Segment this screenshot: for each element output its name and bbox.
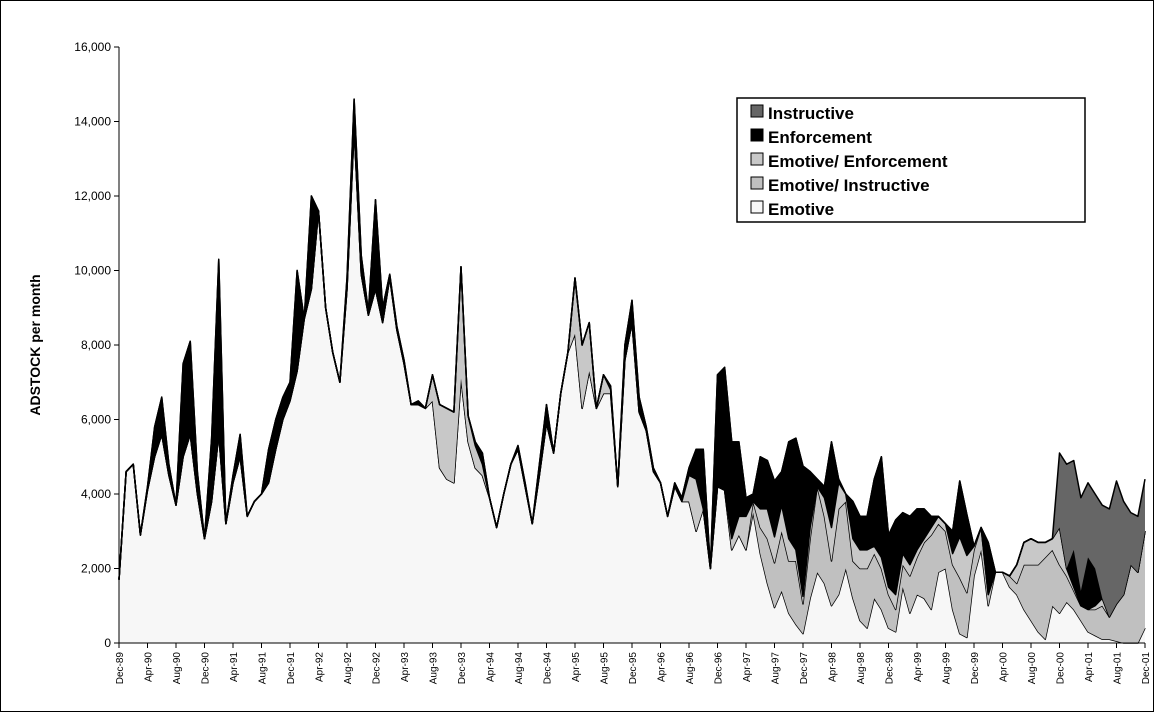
x-tick-label: Dec-95 bbox=[628, 652, 639, 685]
x-tick-label: Dec-89 bbox=[115, 652, 126, 685]
y-tick-label: 2,000 bbox=[81, 562, 111, 576]
y-tick-label: 16,000 bbox=[74, 40, 111, 54]
y-tick-label: 10,000 bbox=[74, 264, 111, 278]
y-tick-label: 0 bbox=[104, 636, 111, 650]
x-tick-label: Apr-01 bbox=[1084, 652, 1095, 682]
x-tick-label: Dec-94 bbox=[543, 652, 554, 685]
legend-label: Instructive bbox=[768, 104, 854, 123]
legend-swatch bbox=[750, 152, 764, 166]
x-tick-label: Apr-92 bbox=[315, 652, 326, 682]
x-tick-label: Aug-96 bbox=[685, 652, 696, 685]
y-axis-label: ADSTOCK per month bbox=[27, 274, 43, 415]
legend-label: Emotive/ Instructive bbox=[768, 176, 930, 195]
x-tick-label: Dec-93 bbox=[457, 652, 468, 685]
x-tick-label: Aug-91 bbox=[258, 652, 269, 685]
x-tick-label: Dec-98 bbox=[885, 652, 896, 685]
x-tick-label: Apr-91 bbox=[229, 652, 240, 682]
legend-swatch bbox=[750, 104, 764, 118]
y-tick-label: 8,000 bbox=[81, 338, 111, 352]
area bbox=[119, 128, 1145, 643]
x-tick-label: Aug-98 bbox=[856, 652, 867, 685]
x-tick-label: Aug-99 bbox=[942, 652, 953, 685]
x-tick-label: Apr-00 bbox=[999, 652, 1010, 682]
x-tick-label: Apr-96 bbox=[657, 652, 668, 682]
x-tick-label: Aug-97 bbox=[771, 652, 782, 685]
x-tick-label: Apr-98 bbox=[828, 652, 839, 682]
legend-swatch bbox=[750, 176, 764, 190]
y-tick-label: 4,000 bbox=[81, 487, 111, 501]
x-tick-label: Aug-94 bbox=[514, 652, 525, 685]
x-tick-label: Aug-92 bbox=[343, 652, 354, 685]
x-tick-label: Dec-99 bbox=[970, 652, 981, 685]
x-tick-label: Aug-93 bbox=[429, 652, 440, 685]
legend-box bbox=[736, 97, 1086, 223]
x-tick-label: Apr-90 bbox=[144, 652, 155, 682]
x-tick-label: Aug-95 bbox=[600, 652, 611, 685]
x-tick-label: Aug-00 bbox=[1027, 652, 1038, 685]
y-tick-label: 12,000 bbox=[74, 189, 111, 203]
legend-label: Emotive/ Enforcement bbox=[768, 152, 948, 171]
x-tick-label: Apr-93 bbox=[400, 652, 411, 682]
x-tick-label: Apr-94 bbox=[486, 652, 497, 682]
x-tick-label: Aug-01 bbox=[1113, 652, 1124, 685]
y-tick-label: 14,000 bbox=[74, 115, 111, 129]
x-tick-label: Apr-99 bbox=[913, 652, 924, 682]
legend-label: Emotive bbox=[768, 200, 834, 219]
x-tick-label: Apr-95 bbox=[571, 652, 582, 682]
x-tick-label: Dec-00 bbox=[1056, 652, 1067, 685]
x-tick-label: Dec-97 bbox=[799, 652, 810, 685]
x-tick-label: Dec-96 bbox=[714, 652, 725, 685]
area bbox=[119, 99, 1145, 617]
x-tick-label: Dec-92 bbox=[372, 652, 383, 685]
x-tick-label: Dec-90 bbox=[201, 652, 212, 685]
area-outline bbox=[118, 98, 1146, 580]
legend-swatch bbox=[750, 200, 764, 214]
x-tick-label: Dec-91 bbox=[286, 652, 297, 685]
x-tick-label: Aug-90 bbox=[172, 652, 183, 685]
x-tick-label: Dec-01 bbox=[1141, 652, 1152, 685]
area bbox=[119, 128, 1145, 643]
y-tick-label: 6,000 bbox=[81, 413, 111, 427]
legend-label: Enforcement bbox=[768, 128, 872, 147]
legend-swatch bbox=[750, 128, 764, 142]
x-tick-label: Apr-97 bbox=[742, 652, 753, 682]
